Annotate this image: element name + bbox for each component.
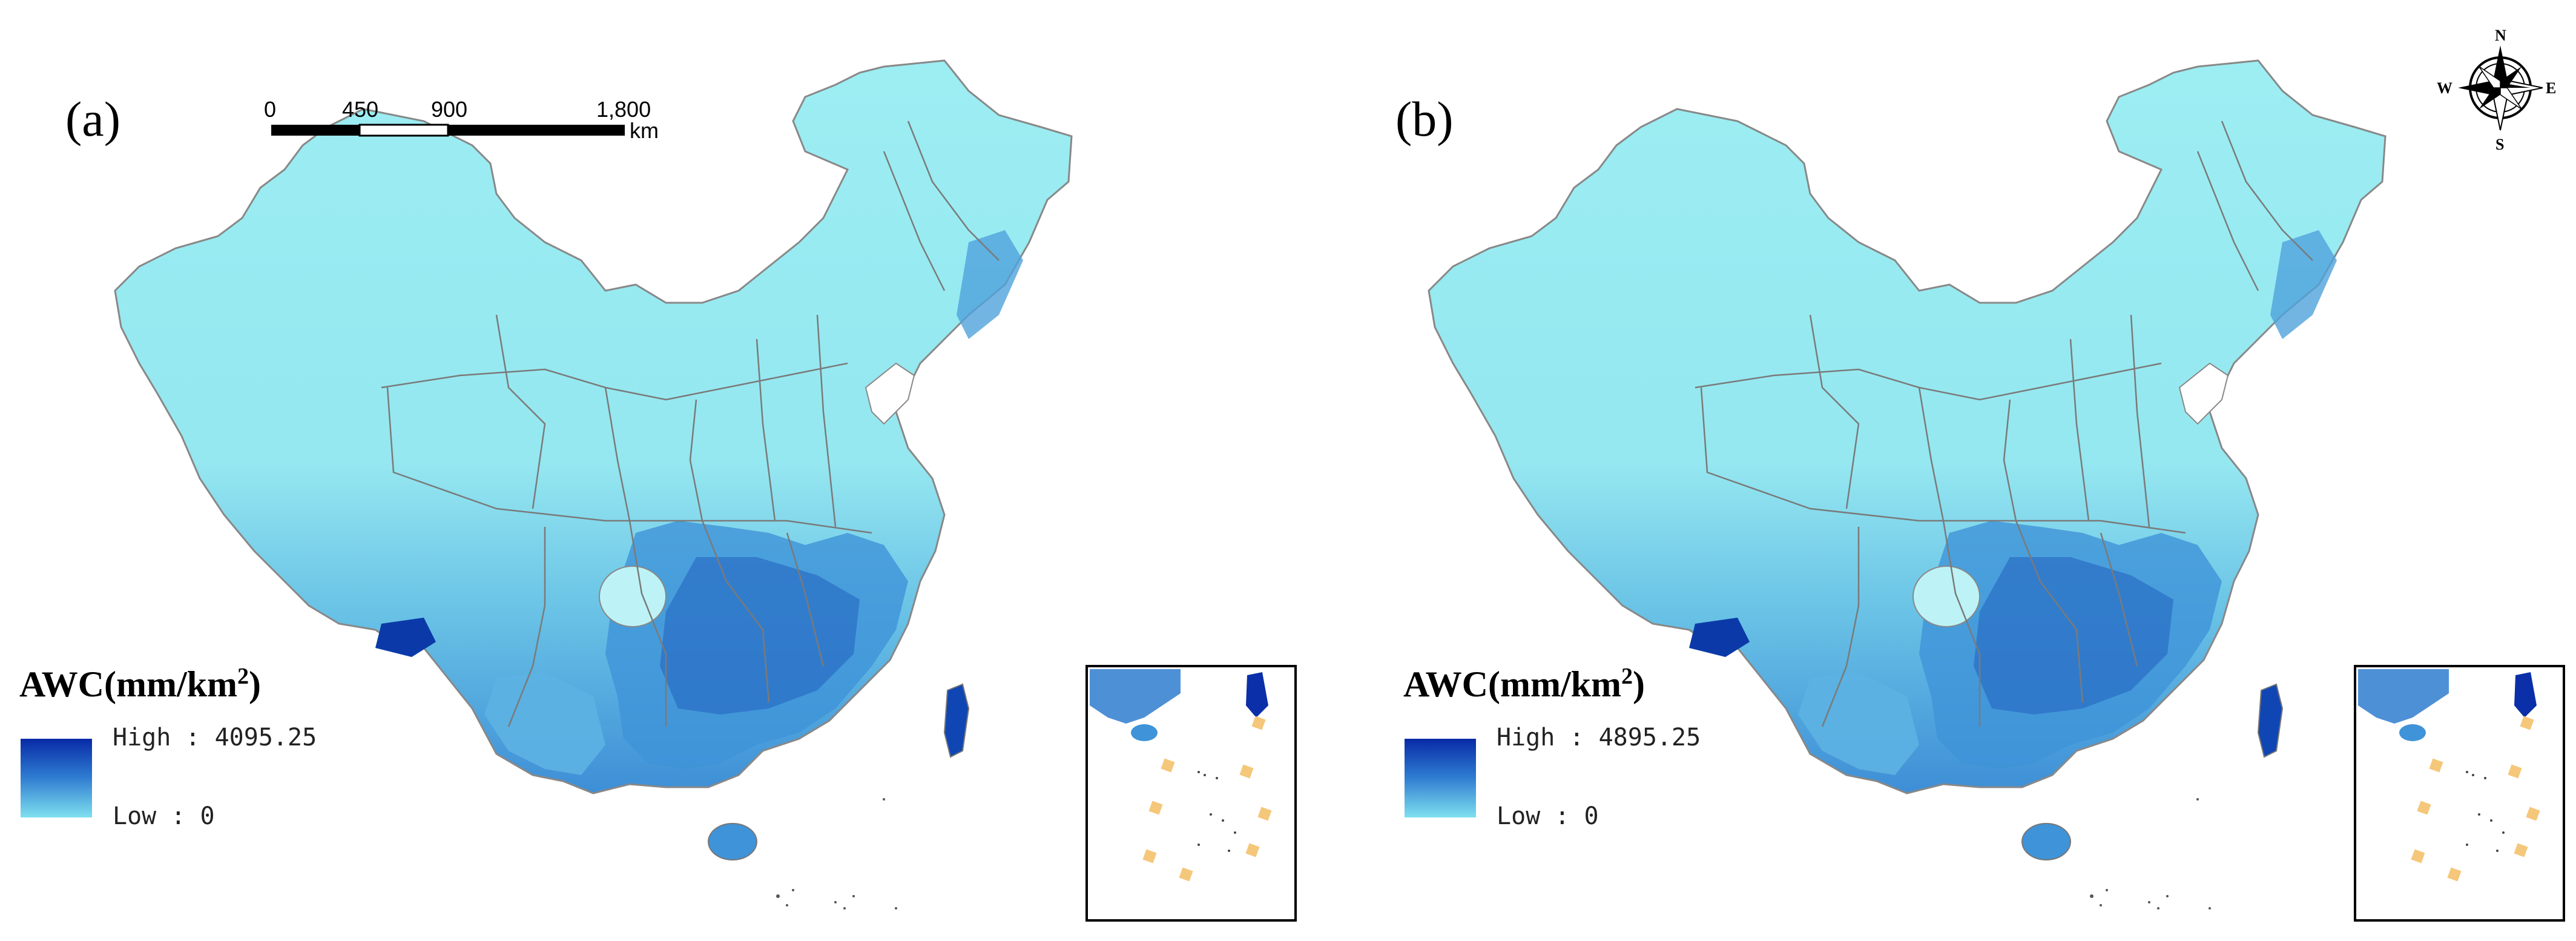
compass-rose-icon: N S E W <box>2437 27 2556 153</box>
scale-tick-900: 900 <box>431 97 468 122</box>
scale-tick-1800: 1,800 <box>596 97 651 122</box>
map-b <box>1428 59 2387 911</box>
legend-high-b: High : 4895.25 <box>1497 724 1701 751</box>
compass-e: E <box>2546 79 2556 97</box>
compass-n: N <box>2495 27 2506 44</box>
scale-unit: km <box>630 118 659 143</box>
legend-title-a: AWC(mm/km2) <box>19 664 261 704</box>
south-china-sea-inset-b <box>2354 665 2565 922</box>
scale-tick-0: 0 <box>264 97 277 122</box>
compass-w: W <box>2437 79 2452 97</box>
legend-title-b: AWC(mm/km2) <box>1403 664 1645 704</box>
compass-s: S <box>2495 136 2504 153</box>
legend-high-a: High : 4095.25 <box>113 724 317 751</box>
scale-tick-450: 450 <box>342 97 379 122</box>
legend-low-b: Low : 0 <box>1497 802 1599 830</box>
panel-a-label: (a) <box>65 91 121 147</box>
legend-low-a: Low : 0 <box>113 802 215 830</box>
map-a <box>114 59 1073 911</box>
legend-color-ramp-b <box>1405 739 1476 817</box>
panel-b-label: (b) <box>1395 91 1454 147</box>
south-china-sea-inset-a <box>1085 665 1297 922</box>
legend-color-ramp-a <box>21 739 92 817</box>
scale-bar <box>271 124 625 137</box>
